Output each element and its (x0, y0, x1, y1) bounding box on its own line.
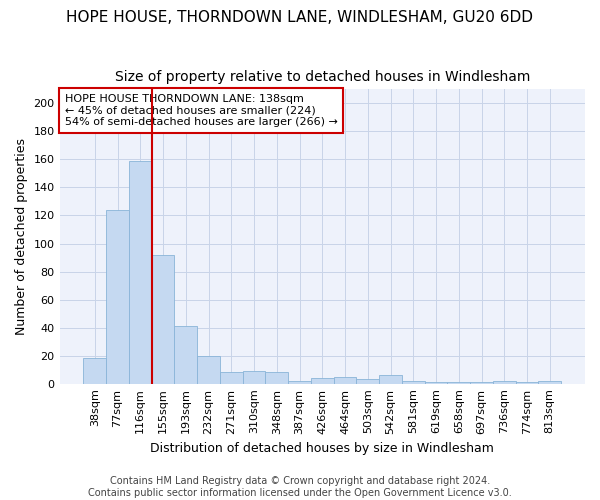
Bar (448, 382, 470, 384)
Text: HOPE HOUSE THORNDOWN LANE: 138sqm
← 45% of detached houses are smaller (224)
54%: HOPE HOUSE THORNDOWN LANE: 138sqm ← 45% … (65, 94, 338, 127)
Text: HOPE HOUSE, THORNDOWN LANE, WINDLESHAM, GU20 6DD: HOPE HOUSE, THORNDOWN LANE, WINDLESHAM, … (67, 10, 533, 25)
Bar (242, 371, 265, 384)
Bar (83, 358, 106, 384)
Text: Contains HM Land Registry data © Crown copyright and database right 2024.
Contai: Contains HM Land Registry data © Crown c… (88, 476, 512, 498)
X-axis label: Distribution of detached houses by size in Windlesham: Distribution of detached houses by size … (151, 442, 494, 455)
Bar (152, 254, 175, 384)
Bar (515, 382, 538, 384)
Bar (106, 210, 129, 384)
Bar (220, 372, 242, 384)
Bar (197, 356, 220, 384)
Title: Size of property relative to detached houses in Windlesham: Size of property relative to detached ho… (115, 70, 530, 84)
Bar (470, 382, 493, 384)
Bar (175, 326, 197, 384)
Bar (538, 381, 561, 384)
Bar (402, 381, 425, 384)
Bar (311, 378, 334, 384)
Bar (334, 376, 356, 384)
Bar (425, 382, 448, 384)
Bar (288, 381, 311, 384)
Bar (379, 376, 402, 384)
Y-axis label: Number of detached properties: Number of detached properties (15, 138, 28, 335)
Bar (129, 161, 152, 384)
Bar (356, 380, 379, 384)
Bar (265, 372, 288, 384)
Bar (493, 381, 515, 384)
